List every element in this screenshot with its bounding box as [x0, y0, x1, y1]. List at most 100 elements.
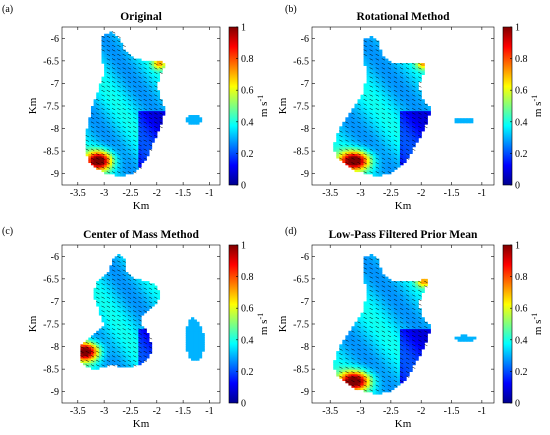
heat-cell: [156, 74, 161, 78]
heat-cell: [393, 128, 398, 132]
heat-cell: [390, 133, 395, 136]
heat-cell: [127, 76, 132, 80]
heat-cell: [193, 335, 197, 339]
heat-cell: [390, 142, 395, 145]
heat-cell: [88, 121, 92, 125]
heat-cell: [135, 60, 139, 64]
heat-cell: [156, 128, 161, 132]
heat-cell: [387, 164, 392, 168]
heat-cell: [101, 142, 105, 145]
heat-cell: [117, 312, 121, 316]
heat-cell: [93, 335, 97, 339]
heat-cell: [369, 130, 374, 134]
heat-cell: [146, 63, 150, 66]
heat-cell: [366, 130, 371, 134]
vector-arrow: [375, 62, 380, 65]
vector-arrow: [399, 117, 404, 120]
vector-arrow: [132, 98, 137, 102]
heat-cell: [114, 117, 118, 121]
vector-arrow: [393, 103, 398, 106]
heat-cell: [119, 85, 124, 89]
heat-cell: [403, 126, 407, 130]
heat-cell: [369, 351, 374, 354]
heat-cell: [162, 106, 166, 109]
heat-cell: [378, 72, 383, 75]
heat-cell: [88, 139, 92, 143]
heat-cell: [384, 157, 389, 161]
heat-cell: [154, 112, 158, 116]
heat-cell: [366, 258, 371, 262]
heat-cell: [399, 110, 404, 114]
heat-cell: [191, 333, 195, 336]
heat-cell: [101, 342, 105, 345]
heat-cell: [125, 90, 129, 94]
heat-cell: [396, 137, 401, 141]
vector-arrow: [405, 157, 410, 160]
vector-arrow: [122, 67, 126, 70]
vector-arrow: [375, 117, 380, 120]
region-main: [80, 254, 161, 370]
heat-cell: [406, 130, 410, 134]
heat-cell: [348, 128, 353, 132]
heat-cell: [88, 157, 92, 161]
heat-cell: [357, 387, 362, 391]
heat-cell: [151, 78, 155, 82]
vector-arrow: [122, 274, 126, 277]
vector-arrow: [90, 341, 95, 344]
heat-cell: [101, 333, 105, 336]
vector-arrow: [111, 157, 116, 160]
heat-cell: [372, 65, 377, 69]
colorbar-label-unit: m s: [258, 102, 270, 118]
heat-cell: [114, 110, 118, 114]
heat-cell: [188, 117, 192, 121]
heat-cell: [363, 337, 368, 341]
heat-cell: [366, 283, 371, 287]
vector-arrow: [101, 328, 105, 331]
heat-cell: [363, 351, 368, 354]
heat-cell: [185, 333, 189, 336]
heat-cell: [109, 357, 113, 361]
vector-arrow: [117, 94, 121, 97]
heat-cell: [135, 299, 139, 303]
heat-cell: [146, 128, 150, 132]
heat-cell: [135, 94, 139, 98]
colorbar-tick-label: 0.4: [515, 117, 528, 128]
heat-cell: [106, 96, 110, 100]
heat-cell: [399, 130, 404, 134]
heat-cell: [125, 364, 129, 368]
heat-cell: [112, 162, 116, 166]
heat-cell: [133, 85, 137, 89]
heat-cell: [360, 135, 365, 139]
heat-cell: [193, 121, 197, 125]
heat-cell: [348, 378, 353, 382]
heat-cell: [375, 90, 380, 94]
heat-cell: [369, 94, 374, 98]
heat-cell: [409, 121, 413, 125]
heat-cell: [354, 337, 359, 341]
heat-cell: [372, 328, 377, 332]
y-tick-label: -7: [51, 79, 59, 90]
vector-arrow: [90, 148, 95, 151]
heat-cell: [138, 85, 142, 89]
heat-cell: [148, 81, 153, 85]
y-axis-label: Km: [27, 315, 39, 332]
heat-cell: [117, 162, 121, 166]
heat-cell: [369, 369, 374, 372]
vector-arrow: [143, 130, 147, 133]
heat-cell: [369, 60, 374, 64]
vector-arrow: [90, 117, 95, 120]
vector-arrow: [363, 162, 367, 165]
heat-cell: [141, 148, 145, 152]
heat-cell: [114, 121, 118, 125]
heat-cell: [96, 142, 100, 145]
heat-cell: [135, 119, 139, 123]
heat-cell: [85, 144, 89, 148]
heat-cell: [125, 148, 129, 152]
heat-cell: [360, 139, 365, 143]
heat-cell: [366, 166, 371, 170]
heat-cell: [127, 137, 132, 141]
heat-cell: [109, 308, 113, 312]
vector-arrow: [375, 58, 380, 61]
vector-arrow: [345, 130, 349, 133]
heat-cell: [351, 124, 356, 127]
